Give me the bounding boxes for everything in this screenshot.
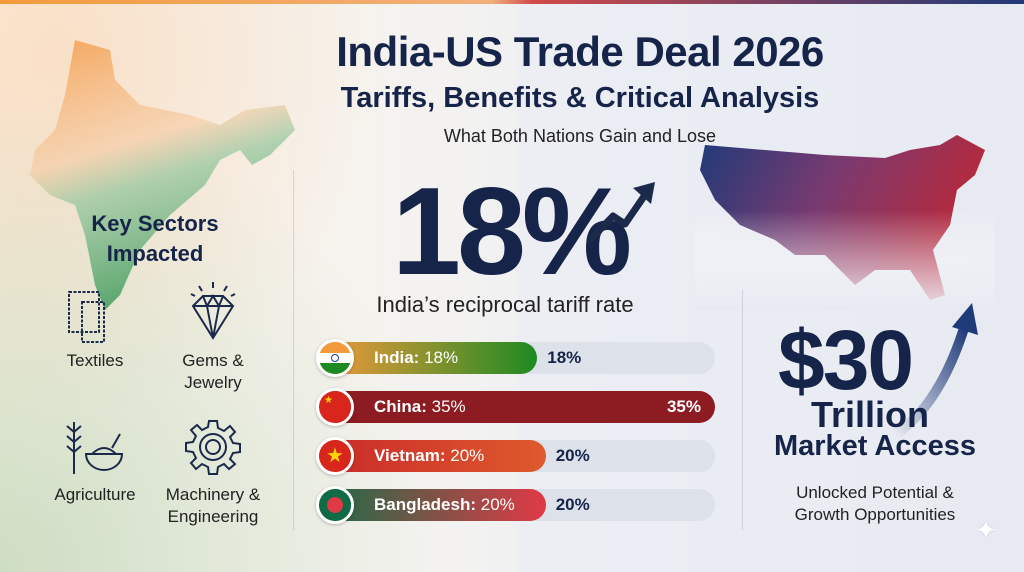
sector-label-gems: Gems & Jewelry bbox=[143, 350, 283, 394]
market-note-line: Growth Opportunities bbox=[794, 505, 956, 524]
flag-china-icon: ★ bbox=[316, 388, 354, 426]
bar-row-india: India: 18% 18% bbox=[316, 339, 715, 377]
growth-arrow-icon bbox=[892, 303, 978, 440]
sparkle-icon: ✦ bbox=[975, 515, 997, 545]
market-note-line: Unlocked Potential & bbox=[796, 483, 954, 502]
sector-label-textiles: Textiles bbox=[25, 350, 165, 372]
bar-value: 35% bbox=[666, 397, 701, 416]
bar-label: Vietnam: 20% bbox=[374, 446, 485, 465]
sector-label: Agriculture bbox=[54, 485, 136, 504]
market-note: Unlocked Potential & Growth Opportunities bbox=[760, 482, 990, 526]
headline-caption: India’s reciprocal tariff rate bbox=[376, 292, 634, 317]
sector-label-machinery: Machinery & Engineering bbox=[143, 484, 283, 528]
right-divider bbox=[742, 290, 743, 530]
sector-label: Machinery & bbox=[165, 485, 261, 504]
left-divider bbox=[293, 170, 294, 530]
bar-label: India: 18% bbox=[374, 348, 459, 367]
page-tagline: What Both Nations Gain and Lose bbox=[443, 126, 717, 146]
sector-label: Jewelry bbox=[184, 373, 242, 392]
flag-vietnam-icon: ★ bbox=[316, 437, 354, 475]
flag-bangladesh-icon bbox=[316, 486, 354, 524]
headline-tariff-value: 18% bbox=[392, 163, 632, 301]
sectors-heading-line: Impacted bbox=[106, 241, 204, 266]
bar-row-china: ★ China: 35% 35% bbox=[316, 388, 715, 426]
sector-label-agriculture: Agriculture bbox=[25, 484, 165, 506]
bar-value: 20% bbox=[555, 495, 590, 514]
wheat-bowl-icon bbox=[66, 422, 124, 474]
sector-label: Engineering bbox=[167, 507, 259, 526]
market-value: $30 bbox=[778, 313, 914, 407]
bar-fill-china bbox=[320, 391, 715, 423]
bar-value: 18% bbox=[547, 348, 582, 367]
sectors-heading: Key Sectors Impacted bbox=[60, 209, 250, 269]
bar-value: 20% bbox=[555, 446, 590, 465]
us-map-illustration bbox=[695, 135, 995, 310]
fabric-swatch-icon bbox=[68, 291, 105, 343]
bar-row-vietnam: ★ Vietnam: 20% 20% bbox=[316, 437, 715, 475]
bar-row-bangladesh: Bangladesh: 20% 20% bbox=[316, 486, 715, 524]
market-unit: Trillion bbox=[810, 394, 929, 435]
sectors-heading-line: Key Sectors bbox=[91, 211, 219, 236]
flag-india-icon bbox=[316, 339, 354, 377]
india-map-illustration bbox=[30, 40, 295, 310]
bar-fill-vietnam bbox=[320, 440, 546, 472]
trend-up-arrow-icon bbox=[586, 182, 655, 244]
market-label: Market Access bbox=[773, 430, 977, 462]
sector-label: Textiles bbox=[66, 351, 124, 370]
bar-label: Bangladesh: 20% bbox=[374, 495, 515, 514]
page-subtitle: Tariffs, Benefits & Critical Analysis bbox=[340, 82, 820, 114]
page-title: India-US Trade Deal 2026 bbox=[336, 28, 824, 75]
bar-fill-bangladesh bbox=[320, 489, 546, 521]
gear-icon bbox=[185, 420, 241, 475]
diamond-icon bbox=[190, 282, 236, 340]
top-color-bar bbox=[0, 0, 1024, 4]
sector-label: Gems & bbox=[182, 351, 244, 370]
bar-fill-india bbox=[320, 342, 538, 374]
bar-label: China: 35% bbox=[374, 397, 466, 416]
